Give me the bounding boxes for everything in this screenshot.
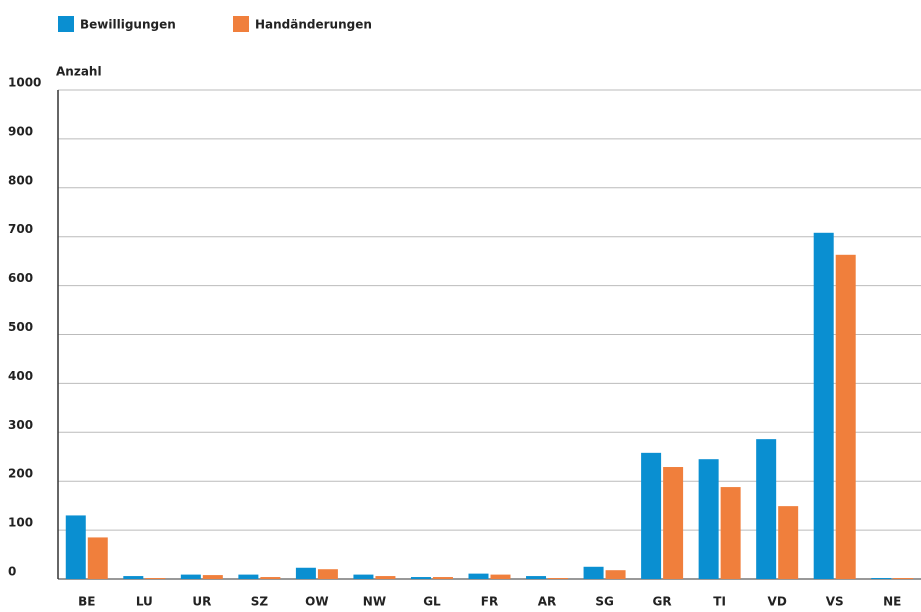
- bar: [145, 578, 166, 579]
- x-tick-label: VD: [768, 595, 787, 609]
- y-tick-label: 200: [8, 467, 33, 481]
- y-tick-label: 300: [8, 418, 33, 432]
- legend-swatch: [233, 16, 249, 32]
- x-tick-label: TI: [713, 595, 726, 609]
- bar: [641, 452, 662, 579]
- bar: [756, 439, 777, 579]
- legend-label: Handänderungen: [255, 18, 372, 32]
- bar: [468, 573, 489, 579]
- x-tick-label: GL: [423, 595, 441, 609]
- bar: [548, 578, 569, 579]
- bar: [375, 576, 396, 579]
- bar: [698, 459, 719, 579]
- bar: [432, 577, 453, 579]
- x-tick-label: LU: [136, 595, 153, 609]
- x-tick-label: NE: [883, 595, 901, 609]
- y-axis-label: Anzahl: [56, 65, 102, 79]
- bar: [260, 577, 281, 579]
- bar: [202, 575, 223, 579]
- x-tick-label: GR: [653, 595, 672, 609]
- bar: [295, 567, 316, 579]
- bar: [526, 576, 547, 579]
- x-tick-label: BE: [78, 595, 95, 609]
- bar: [180, 574, 201, 579]
- bar: [123, 576, 144, 579]
- legend-swatch: [58, 16, 74, 32]
- bar: [410, 577, 431, 579]
- bar: [317, 569, 338, 579]
- x-tick-label: SG: [595, 595, 614, 609]
- x-tick-label: NW: [363, 595, 386, 609]
- y-tick-label: 700: [8, 222, 33, 236]
- bar: [778, 506, 799, 579]
- legend-label: Bewilligungen: [80, 18, 176, 32]
- y-tick-label: 1000: [8, 76, 41, 90]
- bar: [813, 232, 834, 579]
- x-tick-label: SZ: [251, 595, 269, 609]
- y-tick-label: 400: [8, 369, 33, 383]
- bar: [663, 467, 684, 579]
- y-tick-label: 0: [8, 565, 16, 579]
- bar: [238, 574, 259, 579]
- y-tick-label: 800: [8, 173, 33, 187]
- y-tick-label: 900: [8, 124, 33, 138]
- bar: [353, 574, 374, 579]
- x-tick-label: VS: [826, 595, 844, 609]
- bar: [65, 515, 86, 579]
- y-tick-label: 600: [8, 271, 33, 285]
- bar: [871, 578, 892, 579]
- bar: [490, 574, 511, 579]
- x-tick-label: OW: [305, 595, 328, 609]
- bar: [583, 566, 604, 579]
- x-tick-label: AR: [538, 595, 557, 609]
- bar: [893, 578, 914, 579]
- y-tick-label: 500: [8, 320, 33, 334]
- bar: [720, 487, 741, 579]
- x-tick-label: UR: [192, 595, 211, 609]
- y-tick-label: 100: [8, 516, 33, 530]
- x-tick-label: FR: [481, 595, 498, 609]
- bar: [87, 537, 108, 579]
- bar: [605, 570, 626, 579]
- bar: [835, 254, 856, 579]
